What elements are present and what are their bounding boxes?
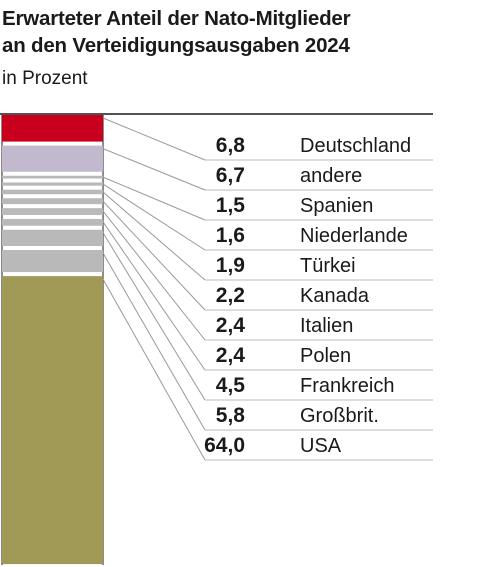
value-label: 5,8 xyxy=(216,404,246,427)
connector-line xyxy=(102,252,206,431)
bar-segment xyxy=(2,250,103,273)
connector-line xyxy=(102,148,206,191)
bar-segment xyxy=(2,182,103,186)
connector-line xyxy=(102,221,206,371)
value-label: 64,0 xyxy=(204,434,245,457)
value-label: 6,7 xyxy=(216,164,245,187)
connector-line xyxy=(102,278,206,461)
chart-title-line-2: an den Verteidigungsausgaben 2024 xyxy=(2,34,350,57)
value-label: 1,5 xyxy=(216,194,246,217)
category-label: Spanien xyxy=(300,195,373,217)
value-label: 2,2 xyxy=(216,284,245,307)
value-label: 4,5 xyxy=(216,374,246,397)
value-label: 2,4 xyxy=(216,344,246,367)
chart-subtitle: in Prozent xyxy=(2,68,88,89)
bar-segment xyxy=(2,175,103,179)
bar-segment xyxy=(2,218,103,226)
value-label: 1,6 xyxy=(216,224,245,247)
bar-segment xyxy=(2,145,103,172)
bar-segment xyxy=(2,115,103,142)
connector-line xyxy=(102,232,206,401)
value-label: 2,4 xyxy=(216,314,246,337)
bar-segment xyxy=(2,189,103,195)
category-label: Niederlande xyxy=(300,225,408,247)
category-label: Polen xyxy=(300,345,351,367)
category-label: Großbrit. xyxy=(300,405,379,427)
chart-title-line-1: Erwarteter Anteil der Nato-Mitglieder xyxy=(2,7,351,30)
category-label: andere xyxy=(300,165,362,187)
bar-segment xyxy=(2,276,103,565)
category-label: USA xyxy=(300,435,342,457)
connector-line xyxy=(102,117,206,161)
value-label: 6,8 xyxy=(216,134,246,157)
connector-line xyxy=(102,183,206,251)
category-label: Frankreich xyxy=(300,375,394,397)
value-label: 1,9 xyxy=(216,254,245,277)
connector-line xyxy=(102,200,206,311)
category-label: Türkei xyxy=(300,255,356,277)
category-label: Italien xyxy=(300,315,353,337)
bar-segment xyxy=(2,208,103,215)
chart-title: Erwarteter Anteil der Nato-Mitglieder an… xyxy=(2,5,472,59)
bar-segment xyxy=(2,229,103,246)
bar-segment xyxy=(2,198,103,205)
category-label: Kanada xyxy=(300,285,370,307)
connector-line xyxy=(102,210,206,341)
connector-line xyxy=(102,191,206,281)
connector-line xyxy=(102,176,206,221)
category-label: Deutschland xyxy=(300,135,411,157)
